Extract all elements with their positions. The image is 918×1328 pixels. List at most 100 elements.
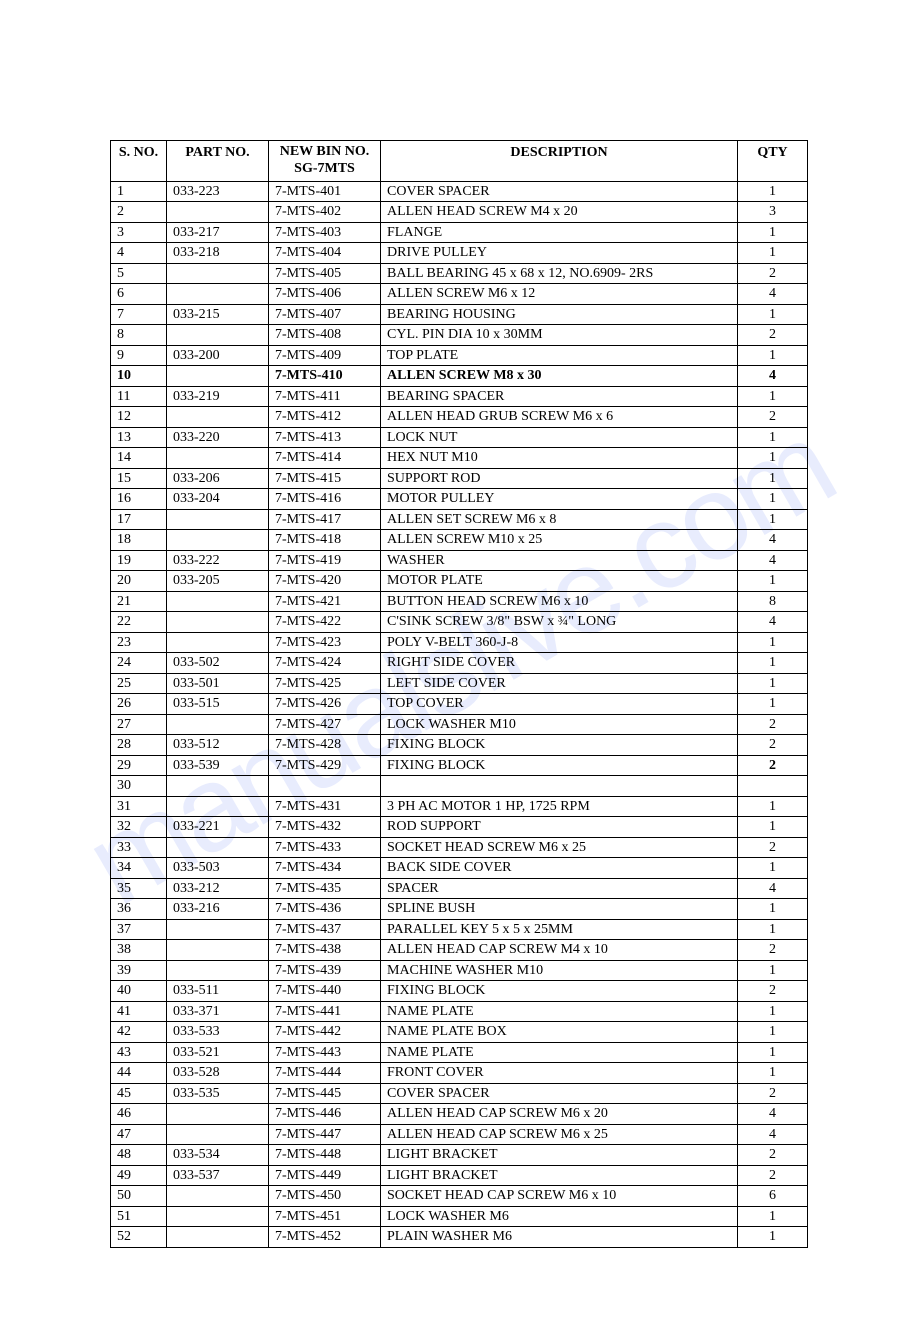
cell-binno: 7-MTS-429 bbox=[269, 755, 381, 776]
cell-binno: 7-MTS-437 bbox=[269, 919, 381, 940]
cell-binno: 7-MTS-431 bbox=[269, 796, 381, 817]
table-row: 41033-3717-MTS-441NAME PLATE1 bbox=[111, 1001, 808, 1022]
cell-qty: 1 bbox=[738, 817, 808, 838]
cell-sno: 48 bbox=[111, 1145, 167, 1166]
cell-partno: 033-515 bbox=[167, 694, 269, 715]
cell-binno: 7-MTS-427 bbox=[269, 714, 381, 735]
cell-binno: 7-MTS-452 bbox=[269, 1227, 381, 1248]
table-row: 127-MTS-412ALLEN HEAD GRUB SCREW M6 x 62 bbox=[111, 407, 808, 428]
cell-desc: MOTOR PLATE bbox=[381, 571, 738, 592]
cell-partno: 033-216 bbox=[167, 899, 269, 920]
cell-partno: 033-222 bbox=[167, 550, 269, 571]
cell-qty: 2 bbox=[738, 263, 808, 284]
cell-sno: 35 bbox=[111, 878, 167, 899]
cell-partno bbox=[167, 837, 269, 858]
cell-sno: 21 bbox=[111, 591, 167, 612]
cell-binno: 7-MTS-444 bbox=[269, 1063, 381, 1084]
cell-qty bbox=[738, 776, 808, 797]
table-row: 4033-2187-MTS-404DRIVE PULLEY1 bbox=[111, 243, 808, 264]
cell-desc: TOP COVER bbox=[381, 694, 738, 715]
cell-binno: 7-MTS-441 bbox=[269, 1001, 381, 1022]
cell-qty: 1 bbox=[738, 571, 808, 592]
table-row: 317-MTS-4313 PH AC MOTOR 1 HP, 1725 RPM1 bbox=[111, 796, 808, 817]
cell-sno: 45 bbox=[111, 1083, 167, 1104]
cell-sno: 31 bbox=[111, 796, 167, 817]
cell-desc: BEARING SPACER bbox=[381, 386, 738, 407]
cell-desc: SPACER bbox=[381, 878, 738, 899]
cell-sno: 37 bbox=[111, 919, 167, 940]
cell-qty: 1 bbox=[738, 427, 808, 448]
cell-sno: 16 bbox=[111, 489, 167, 510]
cell-sno: 41 bbox=[111, 1001, 167, 1022]
cell-desc: LOCK NUT bbox=[381, 427, 738, 448]
col-header-partno: PART NO. bbox=[167, 141, 269, 182]
col-header-sno: S. NO. bbox=[111, 141, 167, 182]
cell-qty: 2 bbox=[738, 735, 808, 756]
cell-sno: 33 bbox=[111, 837, 167, 858]
cell-desc: SPLINE BUSH bbox=[381, 899, 738, 920]
table-row: 13033-2207-MTS-413LOCK NUT1 bbox=[111, 427, 808, 448]
table-row: 377-MTS-437PARALLEL KEY 5 x 5 x 25MM1 bbox=[111, 919, 808, 940]
cell-partno bbox=[167, 530, 269, 551]
cell-desc: FIXING BLOCK bbox=[381, 755, 738, 776]
cell-qty: 4 bbox=[738, 366, 808, 387]
cell-qty: 1 bbox=[738, 632, 808, 653]
cell-sno: 25 bbox=[111, 673, 167, 694]
cell-sno: 2 bbox=[111, 202, 167, 223]
cell-sno: 19 bbox=[111, 550, 167, 571]
cell-desc: MOTOR PULLEY bbox=[381, 489, 738, 510]
cell-qty: 1 bbox=[738, 858, 808, 879]
cell-desc: CYL. PIN DIA 10 x 30MM bbox=[381, 325, 738, 346]
table-row: 337-MTS-433SOCKET HEAD SCREW M6 x 252 bbox=[111, 837, 808, 858]
cell-qty: 1 bbox=[738, 1063, 808, 1084]
cell-partno bbox=[167, 509, 269, 530]
table-row: 35033-2127-MTS-435SPACER4 bbox=[111, 878, 808, 899]
cell-qty: 1 bbox=[738, 653, 808, 674]
cell-qty: 1 bbox=[738, 673, 808, 694]
cell-sno: 49 bbox=[111, 1165, 167, 1186]
cell-binno: 7-MTS-424 bbox=[269, 653, 381, 674]
cell-partno bbox=[167, 366, 269, 387]
cell-qty: 1 bbox=[738, 345, 808, 366]
cell-desc: FIXING BLOCK bbox=[381, 981, 738, 1002]
table-row: 44033-5287-MTS-444FRONT COVER1 bbox=[111, 1063, 808, 1084]
table-row: 27-MTS-402ALLEN HEAD SCREW M4 x 203 bbox=[111, 202, 808, 223]
cell-binno: 7-MTS-426 bbox=[269, 694, 381, 715]
cell-binno: 7-MTS-403 bbox=[269, 222, 381, 243]
cell-desc: FIXING BLOCK bbox=[381, 735, 738, 756]
cell-sno: 29 bbox=[111, 755, 167, 776]
table-row: 237-MTS-423POLY V-BELT 360-J-81 bbox=[111, 632, 808, 653]
cell-partno: 033-501 bbox=[167, 673, 269, 694]
cell-binno: 7-MTS-414 bbox=[269, 448, 381, 469]
cell-desc: BEARING HOUSING bbox=[381, 304, 738, 325]
cell-qty: 2 bbox=[738, 1145, 808, 1166]
cell-qty: 4 bbox=[738, 1104, 808, 1125]
table-row: 28033-5127-MTS-428FIXING BLOCK2 bbox=[111, 735, 808, 756]
cell-partno bbox=[167, 263, 269, 284]
cell-desc: HEX NUT M10 bbox=[381, 448, 738, 469]
cell-desc: ALLEN SCREW M6 x 12 bbox=[381, 284, 738, 305]
cell-binno: 7-MTS-448 bbox=[269, 1145, 381, 1166]
cell-binno: 7-MTS-435 bbox=[269, 878, 381, 899]
col-header-binno: NEW BIN NO. SG-7MTS bbox=[269, 141, 381, 182]
cell-desc: ROD SUPPORT bbox=[381, 817, 738, 838]
cell-sno: 22 bbox=[111, 612, 167, 633]
table-row: 57-MTS-405BALL BEARING 45 x 68 x 12, NO.… bbox=[111, 263, 808, 284]
col-header-desc: DESCRIPTION bbox=[381, 141, 738, 182]
cell-binno: 7-MTS-410 bbox=[269, 366, 381, 387]
cell-qty: 2 bbox=[738, 1083, 808, 1104]
cell-desc: LOCK WASHER M10 bbox=[381, 714, 738, 735]
cell-partno: 033-223 bbox=[167, 181, 269, 202]
table-row: 26033-5157-MTS-426TOP COVER1 bbox=[111, 694, 808, 715]
cell-desc: ALLEN SCREW M8 x 30 bbox=[381, 366, 738, 387]
cell-desc: ALLEN SET SCREW M6 x 8 bbox=[381, 509, 738, 530]
table-row: 19033-2227-MTS-419WASHER4 bbox=[111, 550, 808, 571]
table-row: 147-MTS-414HEX NUT M101 bbox=[111, 448, 808, 469]
cell-desc: ALLEN HEAD CAP SCREW M6 x 20 bbox=[381, 1104, 738, 1125]
cell-qty: 2 bbox=[738, 714, 808, 735]
table-row: 49033-5377-MTS-449LIGHT BRACKET2 bbox=[111, 1165, 808, 1186]
table-row: 15033-2067-MTS-415SUPPORT ROD1 bbox=[111, 468, 808, 489]
cell-desc: LEFT SIDE COVER bbox=[381, 673, 738, 694]
cell-desc: ALLEN HEAD CAP SCREW M6 x 25 bbox=[381, 1124, 738, 1145]
cell-qty: 1 bbox=[738, 509, 808, 530]
